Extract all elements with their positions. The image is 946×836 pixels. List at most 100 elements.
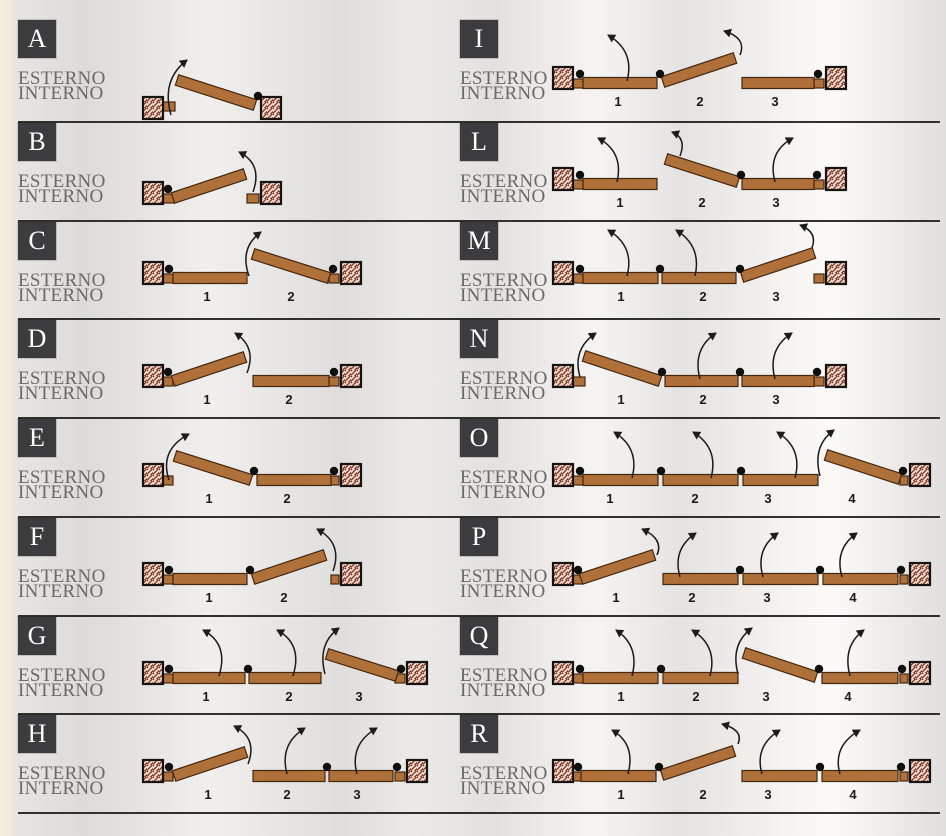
config-N-diagram: 1 2 3 — [551, 332, 848, 407]
config-L-letter-badge: L — [460, 123, 498, 161]
panel-number: 2 — [692, 689, 699, 704]
exterior-label: ESTERNO — [18, 68, 106, 89]
config-H-letter: H — [27, 719, 47, 749]
config-L-diagram: 1 2 3 — [551, 130, 848, 210]
config-M-letter-badge: M — [460, 221, 498, 260]
config-O-letter: O — [469, 423, 489, 453]
interior-label: INTERNO — [18, 778, 104, 800]
config-cell-Q: Q ESTERNO INTERNO 1 2 3 4 — [458, 614, 940, 714]
config-I-diagram: 1 2 3 — [551, 28, 848, 109]
interior-label: INTERNO — [460, 778, 546, 800]
exterior-label: ESTERNO — [460, 763, 548, 785]
side-labels: ESTERNO INTERNO — [460, 368, 548, 405]
side-labels: ESTERNO INTERNO — [18, 269, 106, 306]
config-G-diagram: 1 2 3 — [141, 626, 429, 704]
panel-number: 1 — [617, 289, 624, 304]
config-A-labels: A ESTERNO INTERNO — [18, 0, 106, 103]
side-labels: ESTERNO INTERNO — [18, 567, 106, 601]
config-G-letter: G — [27, 620, 47, 650]
config-O-labels: O ESTERNO INTERNO — [460, 419, 548, 502]
interior-label: INTERNO — [460, 383, 546, 405]
side-labels: ESTERNO INTERNO — [460, 763, 548, 800]
exterior-label: ESTERNO — [460, 664, 548, 686]
exterior-label: ESTERNO — [460, 368, 548, 390]
config-E-letter-badge: E — [18, 419, 56, 458]
config-F-labels: F ESTERNO INTERNO — [18, 517, 106, 601]
config-P-letter-badge: P — [460, 517, 498, 556]
side-labels: ESTERNO INTERNO — [18, 68, 106, 103]
config-cell-R: R ESTERNO INTERNO 1 2 3 4 — [458, 713, 940, 812]
config-M-diagram: 1 2 3 — [551, 223, 848, 304]
config-A-letter-badge: A — [18, 20, 56, 58]
panel-number: 3 — [763, 590, 770, 605]
config-cell-P: P ESTERNO INTERNO 1 2 3 4 — [458, 515, 940, 615]
config-R-letter-badge: R — [460, 715, 498, 754]
exterior-label: ESTERNO — [460, 565, 548, 587]
side-labels: ESTERNO INTERNO — [18, 467, 106, 504]
panel-number: 1 — [617, 689, 624, 704]
config-B-labels: B ESTERNO INTERNO — [18, 123, 106, 207]
panel-number: 3 — [772, 195, 779, 210]
interior-label: INTERNO — [18, 284, 104, 306]
exterior-label: ESTERNO — [18, 467, 106, 489]
config-P-diagram: 1 2 3 4 — [551, 527, 932, 605]
exterior-label: ESTERNO — [18, 664, 106, 686]
panel-number: 2 — [287, 289, 294, 304]
panel-number: 1 — [616, 195, 623, 210]
config-D-letter: D — [27, 324, 47, 354]
interior-label: INTERNO — [460, 83, 546, 104]
config-H-labels: H ESTERNO INTERNO — [18, 715, 106, 800]
config-Q-labels: Q ESTERNO INTERNO — [460, 616, 548, 700]
config-D-letter-badge: D — [18, 320, 56, 359]
config-C-letter: C — [28, 225, 46, 255]
interior-label: INTERNO — [18, 482, 104, 504]
interior-label: INTERNO — [18, 186, 104, 207]
panel-number: 2 — [688, 590, 695, 605]
panel-number: 1 — [617, 787, 624, 802]
panel-number: 1 — [202, 689, 209, 704]
panel-number: 1 — [204, 787, 211, 802]
config-O-diagram: 1 2 3 4 — [551, 429, 932, 506]
config-cell-O: O ESTERNO INTERNO 1 2 3 4 — [458, 417, 940, 516]
panel-number: 4 — [848, 491, 856, 506]
config-R-letter: R — [470, 719, 488, 749]
panel-number: 1 — [606, 491, 613, 506]
config-H-letter-badge: H — [18, 715, 56, 754]
panel-number: 2 — [283, 787, 290, 802]
exterior-label: ESTERNO — [18, 763, 106, 785]
exterior-label: ESTERNO — [18, 269, 106, 291]
panel-number: 2 — [698, 195, 705, 210]
side-labels: ESTERNO INTERNO — [460, 68, 548, 104]
exterior-label: ESTERNO — [460, 68, 548, 89]
config-cell-B: B ESTERNO INTERNO — [18, 121, 458, 220]
exterior-label: ESTERNO — [460, 171, 548, 192]
side-labels: ESTERNO INTERNO — [460, 565, 548, 601]
config-cell-M: M ESTERNO INTERNO 1 2 3 — [458, 219, 940, 319]
config-B-letter-badge: B — [18, 123, 56, 161]
config-P-labels: P ESTERNO INTERNO — [460, 517, 548, 601]
exterior-label: ESTERNO — [460, 269, 548, 291]
side-labels: ESTERNO INTERNO — [18, 369, 106, 403]
config-cell-G: G ESTERNO INTERNO 1 2 3 — [18, 614, 458, 714]
config-D-labels: D ESTERNO INTERNO — [18, 320, 106, 403]
panel-number: 1 — [612, 590, 619, 605]
config-cell-I: I ESTERNO INTERNO 1 2 3 — [458, 0, 940, 121]
panel-number: 1 — [203, 289, 210, 304]
side-labels: ESTERNO INTERNO — [460, 468, 548, 502]
panel-number: 4 — [849, 590, 857, 605]
panel-number: 3 — [764, 491, 771, 506]
side-labels: ESTERNO INTERNO — [18, 172, 106, 207]
config-C-letter-badge: C — [18, 221, 56, 260]
side-labels: ESTERNO INTERNO — [460, 664, 548, 700]
panel-number: 1 — [205, 590, 212, 605]
panel-number: 3 — [772, 289, 779, 304]
config-E-labels: E ESTERNO INTERNO — [18, 419, 106, 504]
config-F-letter-badge: F — [18, 517, 56, 556]
